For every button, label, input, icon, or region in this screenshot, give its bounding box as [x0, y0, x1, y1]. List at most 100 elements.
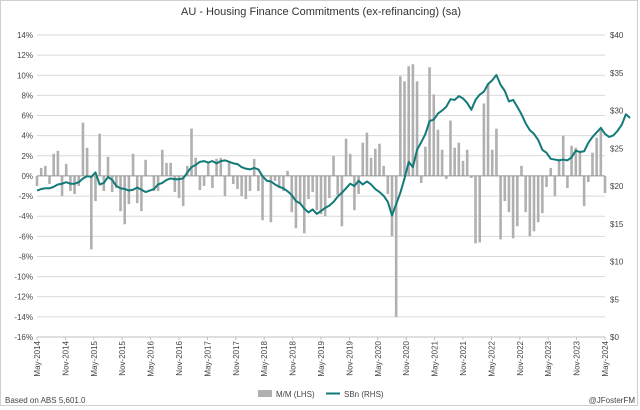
bar — [35, 175, 39, 186]
line-series — [36, 74, 631, 217]
bar — [227, 160, 231, 176]
bar — [244, 175, 248, 200]
bar — [240, 175, 243, 197]
x-tick-label: May-2015 — [90, 340, 99, 376]
x-tick-label: May-2014 — [33, 340, 42, 376]
bar — [378, 143, 381, 176]
bar — [198, 175, 202, 191]
bar — [411, 64, 415, 176]
series-line — [36, 74, 631, 217]
x-tick-label: Nov-2023 — [573, 340, 582, 375]
bar — [56, 150, 60, 176]
bar — [541, 175, 544, 214]
x-tick-label: Nov-2022 — [516, 340, 525, 375]
bar — [219, 157, 223, 176]
bar — [432, 94, 436, 176]
x-tick-label: May-2020 — [374, 340, 383, 376]
bar — [73, 175, 76, 195]
bar — [482, 103, 486, 176]
bar — [277, 175, 281, 189]
bar — [161, 149, 164, 176]
bar — [557, 158, 561, 176]
bar — [181, 175, 185, 207]
bar — [599, 128, 603, 176]
bar — [486, 83, 490, 176]
x-axis: May-2014 Nov-2014 May-2015 Nov-2015 May-2016… — [33, 336, 610, 377]
legend: M/M (LHS) SBn (RHS) — [258, 390, 384, 399]
bar — [39, 167, 43, 176]
bar — [532, 175, 536, 232]
legend-bar-label: M/M (LHS) — [276, 390, 315, 399]
y-tick-label-left: 8% — [21, 91, 33, 100]
bar — [478, 175, 481, 243]
bar — [382, 165, 385, 176]
y-tick-label-right: $5 — [610, 295, 619, 304]
bar — [194, 157, 197, 176]
bar — [453, 147, 456, 176]
bar — [60, 175, 64, 197]
bar — [44, 165, 47, 176]
bar — [570, 145, 573, 176]
bar — [202, 175, 206, 186]
bar — [106, 156, 110, 176]
bar — [449, 120, 452, 176]
y-tick-label-right: $0 — [610, 333, 619, 342]
bar — [206, 162, 210, 176]
bar — [119, 175, 122, 212]
bar — [90, 175, 93, 250]
x-tick-label: Nov-2019 — [345, 340, 354, 375]
y-tick-label-left: -14% — [14, 313, 33, 322]
x-tick-label: May-2019 — [317, 340, 326, 376]
bar — [323, 175, 327, 217]
x-tick-label: May-2022 — [487, 340, 496, 376]
bar — [190, 128, 193, 176]
bar — [474, 175, 477, 244]
bar — [511, 175, 515, 239]
bar — [303, 175, 306, 234]
bar — [499, 175, 502, 240]
x-tick-label: Nov-2015 — [118, 340, 127, 375]
y-tick-label-left: -8% — [19, 252, 33, 261]
bar — [236, 175, 239, 190]
bar — [457, 142, 461, 176]
bar — [419, 175, 423, 183]
bar — [348, 153, 352, 176]
bar — [48, 175, 51, 184]
bar — [566, 175, 569, 189]
bar — [374, 148, 377, 176]
footer-credit: @JFosterFM — [589, 396, 636, 405]
bar — [516, 175, 519, 227]
bar-series — [35, 64, 607, 317]
y-tick-label-left: -16% — [14, 333, 33, 342]
y-tick-label-left: 0% — [21, 172, 33, 181]
y-tick-label-left: 12% — [17, 51, 33, 60]
bar — [315, 175, 319, 211]
bar — [298, 175, 302, 205]
bar — [344, 138, 348, 176]
bar — [361, 142, 365, 176]
bar — [357, 175, 360, 195]
bar — [140, 175, 143, 212]
y-tick-label-left: -6% — [19, 232, 33, 241]
y-tick-label-right: $15 — [610, 220, 624, 229]
bar — [165, 162, 168, 176]
bar — [273, 175, 277, 181]
bar — [440, 149, 444, 176]
bar — [152, 175, 156, 192]
bar — [110, 175, 114, 193]
bar — [311, 175, 314, 193]
bar — [248, 175, 252, 192]
bar — [407, 66, 410, 176]
bar — [64, 163, 68, 176]
bar — [591, 152, 594, 176]
bar — [365, 132, 369, 176]
bar — [603, 175, 607, 194]
bar — [524, 175, 527, 213]
footer-source: Based on ABS 5,601.0 — [5, 396, 86, 405]
x-tick-label: May-2017 — [203, 340, 212, 376]
bar — [465, 149, 469, 176]
bar — [390, 175, 394, 237]
bar — [545, 175, 548, 187]
